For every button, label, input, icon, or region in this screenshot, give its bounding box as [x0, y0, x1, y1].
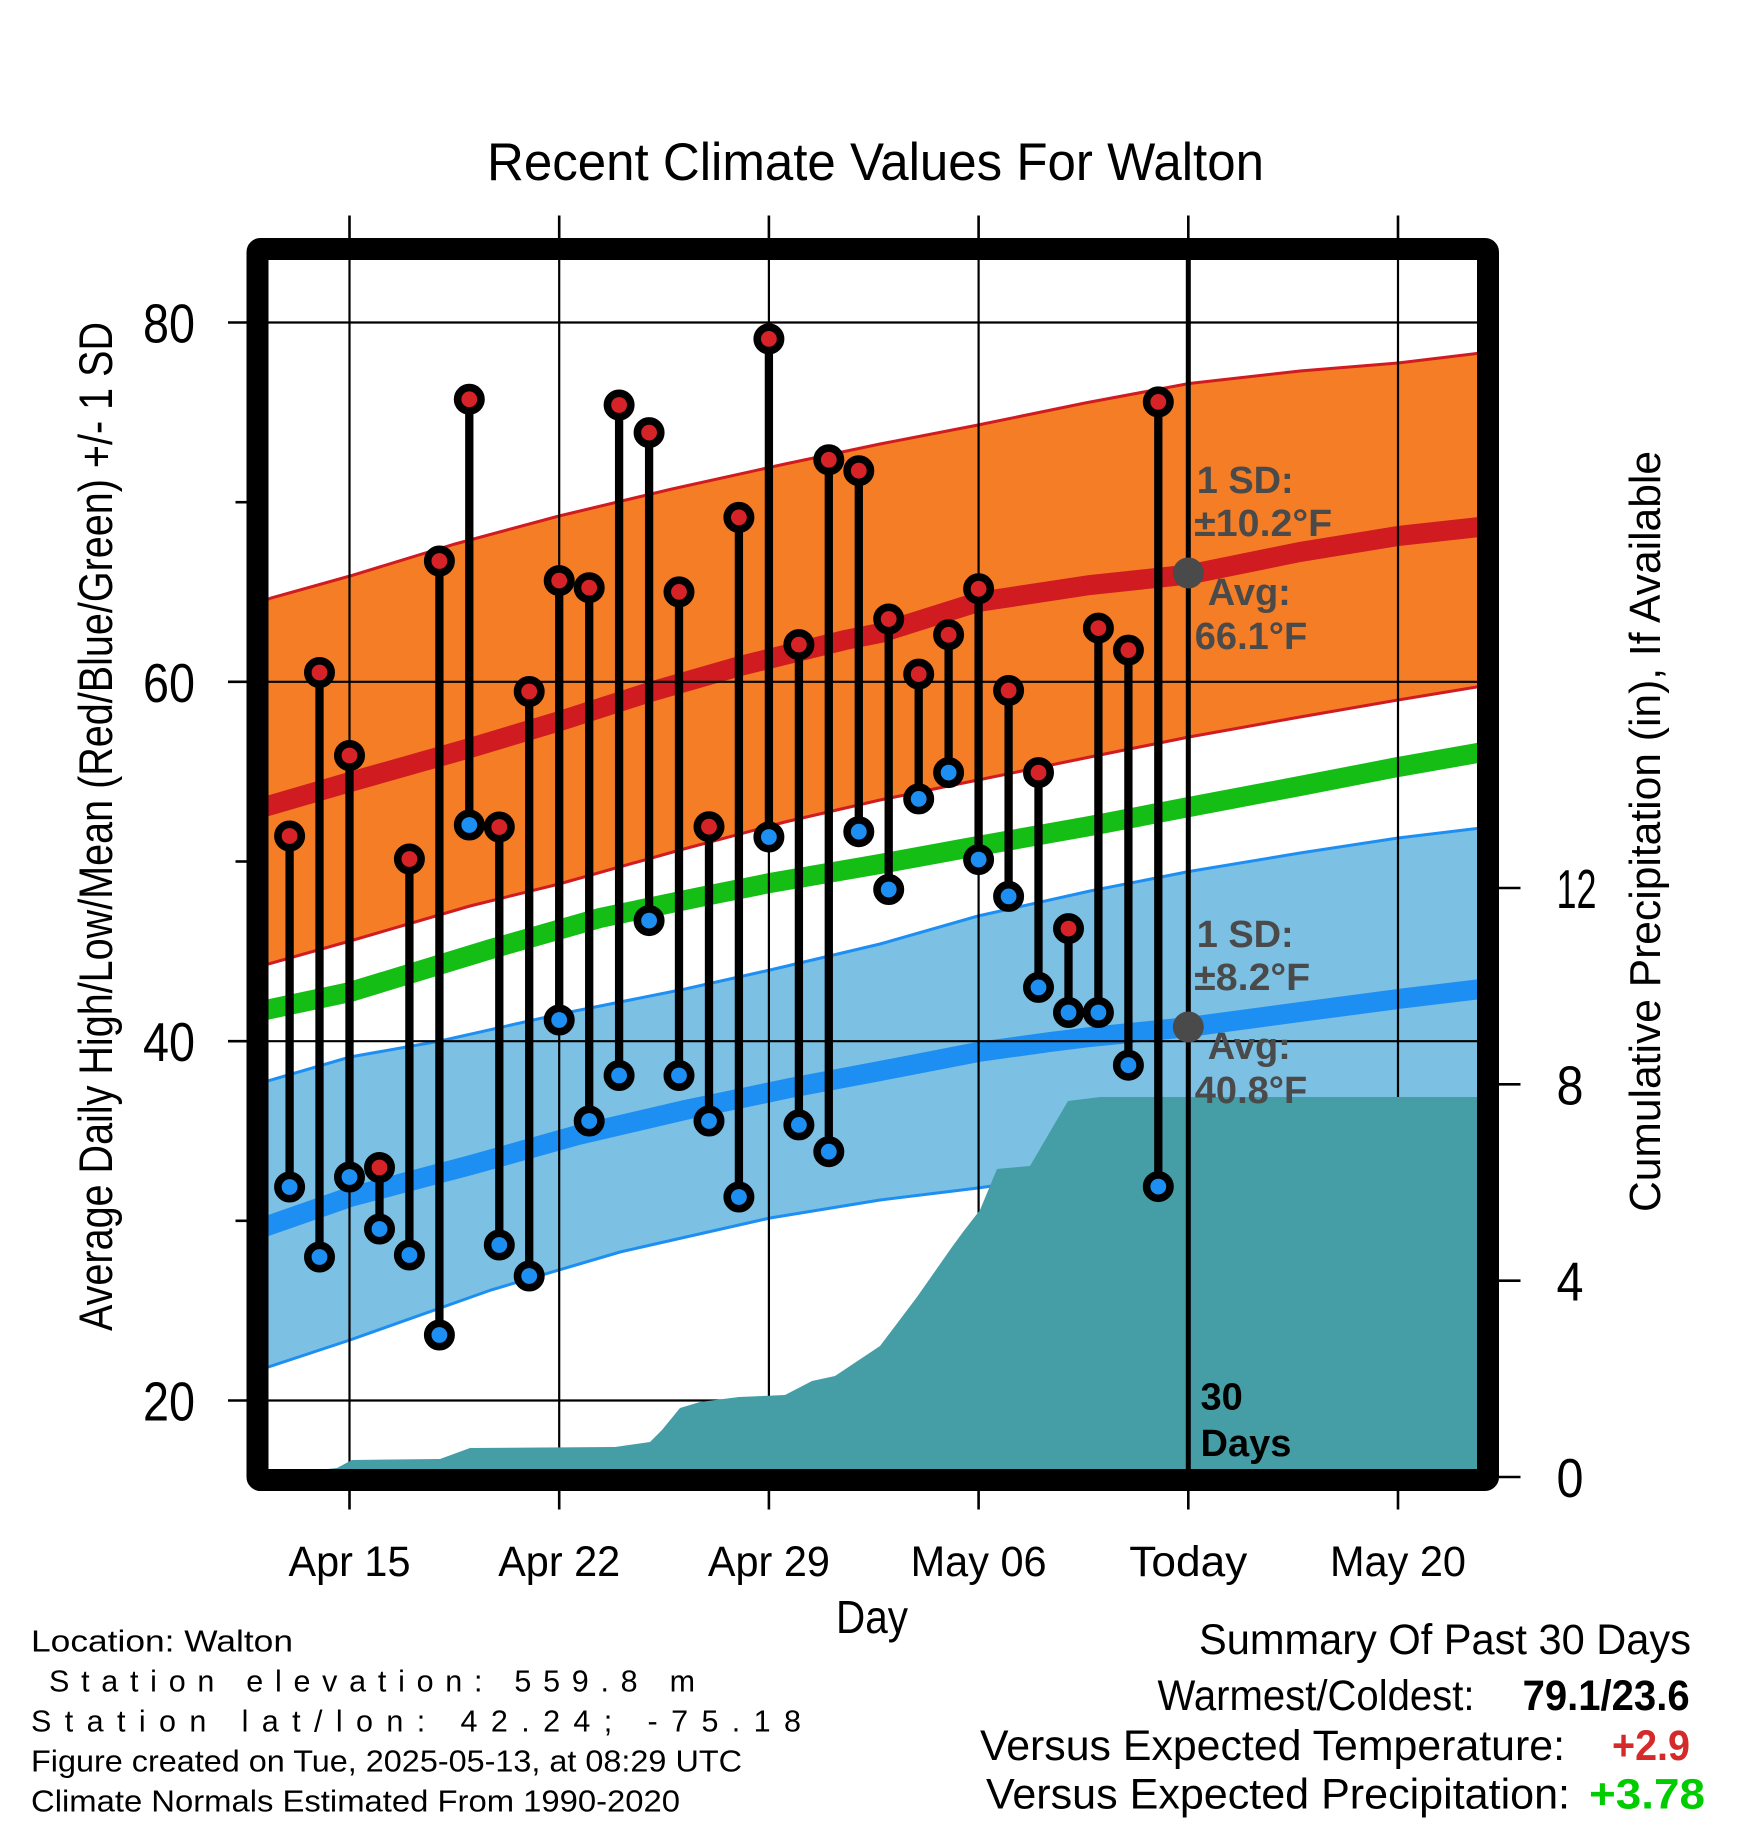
svg-text:Figure created on Tue, 2025-05: Figure created on Tue, 2025-05-13, at 08… [31, 1745, 742, 1779]
svg-text:80: 80 [143, 293, 195, 355]
svg-text:Climate Normals Estimated From: Climate Normals Estimated From 1990-2020 [31, 1785, 680, 1819]
svg-text:Cumulative Precipitation (in),: Cumulative Precipitation (in), If Availa… [1621, 451, 1670, 1212]
svg-text:60: 60 [143, 652, 195, 714]
svg-text:30: 30 [1201, 1377, 1243, 1419]
svg-text:+3.78: +3.78 [1589, 1771, 1705, 1819]
svg-text:Day: Day [836, 1591, 908, 1643]
svg-text:Versus Expected Precipitation:: Versus Expected Precipitation: [986, 1771, 1570, 1819]
svg-text:Days: Days [1201, 1423, 1292, 1465]
svg-text:Avg:: Avg: [1208, 1026, 1291, 1068]
svg-text:Apr 15: Apr 15 [289, 1538, 411, 1586]
svg-text:Station lat/lon: 42.24; -75.18: Station lat/lon: 42.24; -75.18 [31, 1705, 801, 1739]
svg-text:Summary Of Past 30 Days: Summary Of Past 30 Days [1199, 1616, 1691, 1664]
svg-text:79.1/23.6: 79.1/23.6 [1523, 1672, 1690, 1720]
svg-text:4: 4 [1557, 1251, 1584, 1313]
svg-text:8: 8 [1557, 1054, 1584, 1116]
svg-text:±10.2°F: ±10.2°F [1194, 503, 1332, 545]
svg-text:±8.2°F: ±8.2°F [1194, 957, 1310, 999]
svg-text:40.8°F: 40.8°F [1195, 1070, 1307, 1112]
svg-text:Average Daily High/Low/Mean (R: Average Daily High/Low/Mean (Red/Blue/Gr… [69, 322, 122, 1331]
svg-text:Apr 29: Apr 29 [708, 1538, 830, 1586]
svg-text:May 06: May 06 [911, 1538, 1047, 1586]
svg-text:20: 20 [143, 1371, 195, 1433]
svg-text:12: 12 [1557, 858, 1597, 920]
svg-text:Warmest/Coldest:: Warmest/Coldest: [1158, 1672, 1475, 1720]
svg-text:1 SD:: 1 SD: [1197, 914, 1294, 956]
svg-text:40: 40 [143, 1011, 195, 1073]
svg-text:Location: Walton: Location: Walton [31, 1625, 293, 1659]
svg-text:Apr 22: Apr 22 [498, 1538, 620, 1586]
svg-text:Avg:: Avg: [1208, 572, 1291, 614]
svg-text:Recent Climate Values For Walt: Recent Climate Values For Walton [487, 133, 1264, 192]
svg-text:Today: Today [1129, 1538, 1248, 1586]
svg-text:May 20: May 20 [1330, 1538, 1466, 1586]
svg-text:+2.9: +2.9 [1612, 1722, 1690, 1770]
svg-text:0: 0 [1557, 1447, 1584, 1509]
svg-text:Versus Expected Temperature:: Versus Expected Temperature: [980, 1722, 1565, 1770]
svg-text:66.1°F: 66.1°F [1195, 616, 1307, 658]
svg-text:1 SD:: 1 SD: [1197, 460, 1294, 502]
